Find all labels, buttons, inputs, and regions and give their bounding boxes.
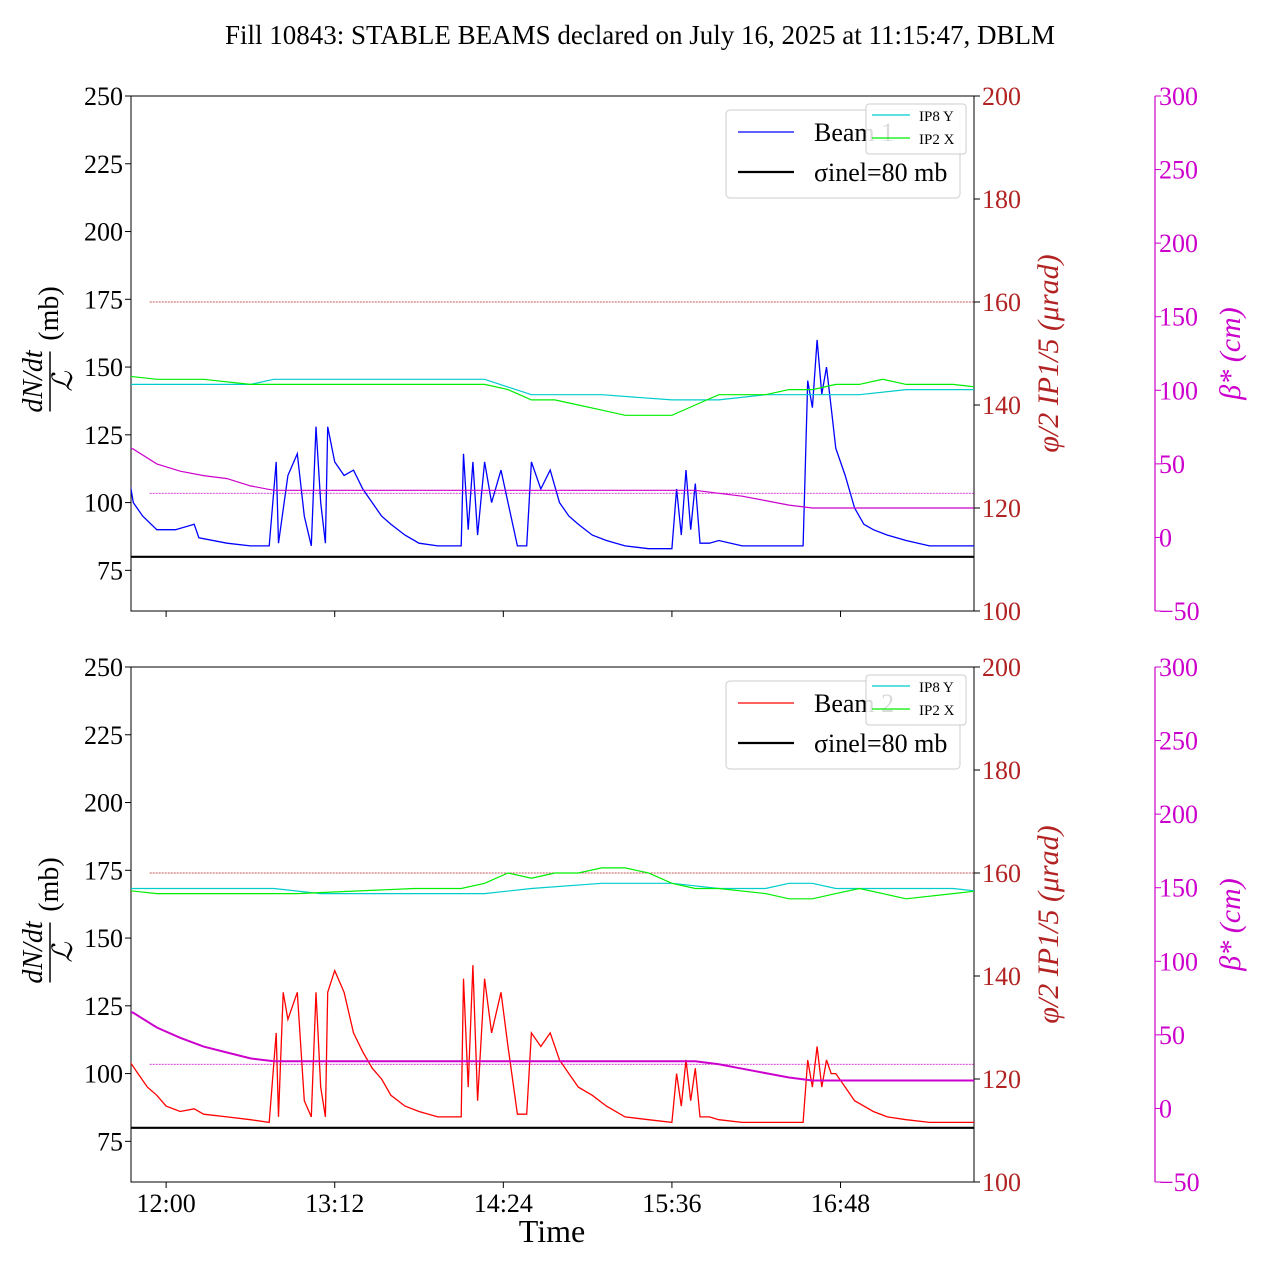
x-tick-label: 14:24 xyxy=(474,1189,533,1218)
y3-tick-label: 50 xyxy=(1159,1021,1185,1050)
phi-axis-label-text: φ/2 IP1/5 (μrad) xyxy=(1032,825,1065,1023)
y-tick-label: 225 xyxy=(84,721,123,750)
y-tick-label: 100 xyxy=(84,489,123,518)
y-tick-label: 125 xyxy=(84,992,123,1021)
y3-tick-label: 250 xyxy=(1159,727,1198,756)
y-label-unit: (mb) xyxy=(34,857,65,911)
y2-tick-label: 120 xyxy=(982,1065,1021,1094)
y-tick-label: 250 xyxy=(84,653,123,682)
x-tick-label: 13:12 xyxy=(305,1189,364,1218)
plot-area xyxy=(131,867,974,1129)
ip-legend: IP8 Y IP2 X xyxy=(865,674,967,726)
y-axis-label: dN/dt ℒ (mb) xyxy=(18,286,79,412)
y2-tick-label: 180 xyxy=(982,756,1021,785)
ip8-label: IP8 Y xyxy=(919,109,954,125)
y3-tick-label: 200 xyxy=(1159,800,1198,829)
ip-legend-box xyxy=(865,674,967,726)
y2-tick-label: 140 xyxy=(982,391,1021,420)
y3-tick-label: 150 xyxy=(1159,303,1198,332)
y-tick-label: 175 xyxy=(84,285,123,314)
y-label-numerator: dN/dt xyxy=(18,349,49,412)
y-tick-label: 125 xyxy=(84,421,123,450)
x-tick-label: 16:48 xyxy=(811,1189,870,1218)
ip8-label: IP8 Y xyxy=(919,680,954,696)
x-tick-label: 12:00 xyxy=(137,1189,196,1218)
series-line-ip8 xyxy=(131,882,974,895)
y-axis-label: dN/dt ℒ (mb) xyxy=(18,857,79,983)
y2-tick-label: 100 xyxy=(982,597,1021,626)
series-line-beam xyxy=(131,965,974,1124)
y2-tick-label: 180 xyxy=(982,185,1021,214)
y3-tick-label: 200 xyxy=(1159,229,1198,258)
x-axis-label: Time xyxy=(519,1213,585,1249)
series-line-beta xyxy=(131,447,974,509)
series-line-ip2 xyxy=(131,867,974,900)
phi-axis-label-text: φ/2 IP1/5 (μrad) xyxy=(1032,254,1065,452)
panel-bottom: 75 100 125 150 175 200 225 250 100 120 140 160 180 20… xyxy=(18,653,1247,1218)
beta-axis-label-text: β* (cm) xyxy=(1214,878,1247,971)
y3-tick-label: 150 xyxy=(1159,874,1198,903)
y-label-denominator: ℒ xyxy=(48,371,79,392)
series-line-beam xyxy=(131,339,974,550)
beta-axis-label: β* (cm) xyxy=(1214,878,1247,971)
y-tick-label: 200 xyxy=(84,789,123,818)
beta-axis-label-text: β* (cm) xyxy=(1214,307,1247,400)
y-tick-label: 250 xyxy=(84,82,123,111)
panel-top: 75 100 125 150 175 200 225 250 100 120 140 160 180 20… xyxy=(18,82,1247,626)
y3-tick-label: −50 xyxy=(1159,597,1200,626)
legend-sigma-label: σinel=80 mb xyxy=(814,158,947,187)
phi-axis-label: φ/2 IP1/5 (μrad) xyxy=(1032,254,1065,452)
y-tick-label: 75 xyxy=(97,1127,123,1156)
ip-legend-box xyxy=(865,103,967,155)
y-label-unit: (mb) xyxy=(34,286,65,340)
y2-tick-label: 120 xyxy=(982,494,1021,523)
y-tick-label: 225 xyxy=(84,150,123,179)
y-label-numerator: dN/dt xyxy=(18,920,49,983)
ip2-label: IP2 X xyxy=(919,132,955,148)
y-tick-label: 175 xyxy=(84,856,123,885)
y-tick-label: 100 xyxy=(84,1060,123,1089)
y3-tick-label: 100 xyxy=(1159,947,1198,976)
y2-tick-label: 160 xyxy=(982,859,1021,888)
y2-tick-label: 140 xyxy=(982,962,1021,991)
y-label-denominator: ℒ xyxy=(48,942,79,963)
plot-frame xyxy=(130,95,975,612)
x-tick-label: 15:36 xyxy=(642,1189,701,1218)
y3-tick-label: 50 xyxy=(1159,450,1185,479)
y2-tick-label: 200 xyxy=(982,653,1021,682)
series-line-beta xyxy=(131,1011,974,1082)
ip2-label: IP2 X xyxy=(919,703,955,719)
y-tick-label: 150 xyxy=(84,353,123,382)
figure-title: Fill 10843: STABLE BEAMS declared on Jul… xyxy=(225,20,1055,50)
y3-tick-label: 100 xyxy=(1159,376,1198,405)
y2-tick-label: 200 xyxy=(982,82,1021,111)
y3-tick-label: 300 xyxy=(1159,653,1198,682)
y-tick-label: 150 xyxy=(84,924,123,953)
phi-axis-label: φ/2 IP1/5 (μrad) xyxy=(1032,825,1065,1023)
y-tick-label: 75 xyxy=(97,556,123,585)
y3-tick-label: 250 xyxy=(1159,156,1198,185)
y2-tick-label: 160 xyxy=(982,288,1021,317)
plot-area xyxy=(131,301,974,558)
series-line-ip2 xyxy=(131,375,974,416)
y3-tick-label: −50 xyxy=(1159,1168,1200,1197)
series-line-ip8 xyxy=(131,378,974,401)
y3-tick-label: 300 xyxy=(1159,82,1198,111)
y-tick-label: 200 xyxy=(84,218,123,247)
y3-tick-label: 0 xyxy=(1159,523,1172,552)
beta-axis-label: β* (cm) xyxy=(1214,307,1247,400)
ip-legend: IP8 Y IP2 X xyxy=(865,103,967,155)
legend-sigma-label: σinel=80 mb xyxy=(814,729,947,758)
y2-tick-label: 100 xyxy=(982,1168,1021,1197)
y3-tick-label: 0 xyxy=(1159,1094,1172,1123)
plot-frame xyxy=(130,666,975,1183)
